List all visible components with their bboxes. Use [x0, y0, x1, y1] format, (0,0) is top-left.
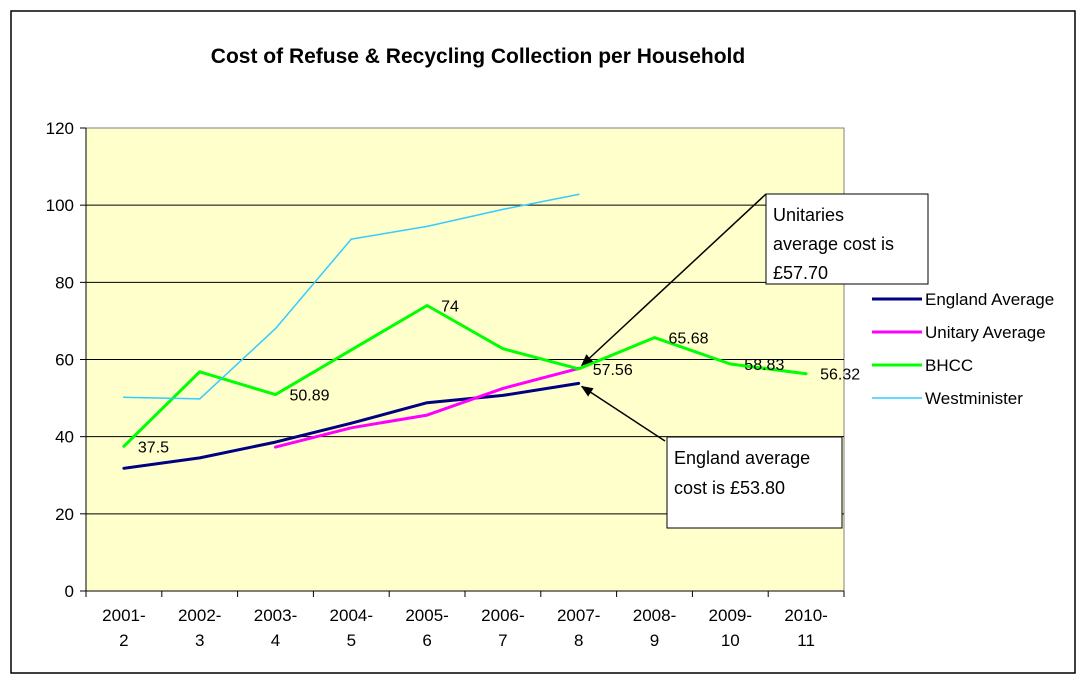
y-tick-label: 40 — [55, 428, 74, 447]
y-tick-label: 0 — [65, 582, 74, 601]
x-tick-label: 2005-6 — [405, 606, 448, 650]
x-tick-label: 2009-10 — [709, 606, 752, 650]
annotation-box — [765, 193, 929, 285]
data-label: 74 — [441, 298, 459, 315]
data-point — [274, 446, 277, 448]
data-point — [274, 441, 277, 443]
x-tick-label: 2010-11 — [784, 606, 827, 650]
data-point — [198, 398, 201, 400]
data-label: 56.32 — [820, 367, 860, 384]
data-label: 50.89 — [290, 388, 330, 405]
x-tick-label: 2003-4 — [254, 606, 297, 650]
legend-label: England Average — [925, 290, 1054, 309]
annotation-text: cost is £53.80 — [674, 478, 785, 498]
x-tick-label: 2001-2 — [102, 606, 145, 650]
x-tick-label: 2008-9 — [633, 606, 676, 650]
data-point — [350, 426, 353, 429]
annotation-arrow — [580, 193, 767, 367]
data-point — [198, 457, 201, 459]
chart-title: Cost of Refuse & Recycling Collection pe… — [211, 45, 745, 68]
y-tick-label: 60 — [55, 351, 74, 370]
data-point — [729, 363, 732, 365]
data-label: 65.68 — [669, 331, 709, 348]
data-label: 58.83 — [744, 357, 784, 374]
data-point — [426, 401, 428, 404]
y-tick-label: 100 — [46, 196, 74, 215]
data-point — [502, 208, 504, 211]
y-tick-label: 120 — [46, 119, 74, 138]
data-point — [350, 422, 353, 424]
data-point — [274, 327, 277, 330]
data-point — [350, 238, 353, 240]
data-point — [426, 225, 428, 228]
data-point — [426, 304, 428, 307]
data-point — [577, 382, 580, 385]
annotation-text: Unitaries — [773, 205, 844, 225]
x-tick-label: 2002-3 — [178, 606, 221, 650]
data-label: 37.5 — [138, 439, 169, 456]
data-point — [350, 349, 353, 351]
annotation-text: England average — [674, 448, 810, 468]
annotation-text: average cost is — [773, 234, 894, 254]
data-point — [502, 347, 504, 350]
data-point — [274, 393, 277, 396]
data-point — [123, 396, 125, 399]
data-point — [577, 193, 580, 196]
x-tick-label: 2004-5 — [330, 606, 373, 650]
annotation-box — [666, 436, 843, 529]
data-point — [198, 371, 201, 373]
annotation-text: £57.70 — [773, 263, 828, 283]
data-point — [123, 445, 125, 448]
data-point — [502, 394, 504, 397]
data-point — [426, 414, 428, 416]
y-tick-label: 20 — [55, 505, 74, 524]
data-point — [653, 336, 656, 339]
legend-label: Westminister — [925, 389, 1023, 408]
data-label: 57.56 — [593, 362, 633, 379]
y-tick-label: 80 — [55, 273, 74, 292]
x-tick-label: 2007-8 — [557, 606, 600, 650]
x-tick-label: 2006-7 — [481, 606, 524, 650]
annotation-arrow — [580, 385, 666, 442]
legend-label: Unitary Average — [925, 323, 1046, 342]
data-point — [123, 467, 125, 470]
series-line-bhcc — [122, 304, 808, 448]
data-point — [502, 387, 504, 390]
legend-label: BHCC — [925, 356, 973, 375]
data-point — [805, 372, 807, 375]
data-point — [577, 368, 580, 370]
